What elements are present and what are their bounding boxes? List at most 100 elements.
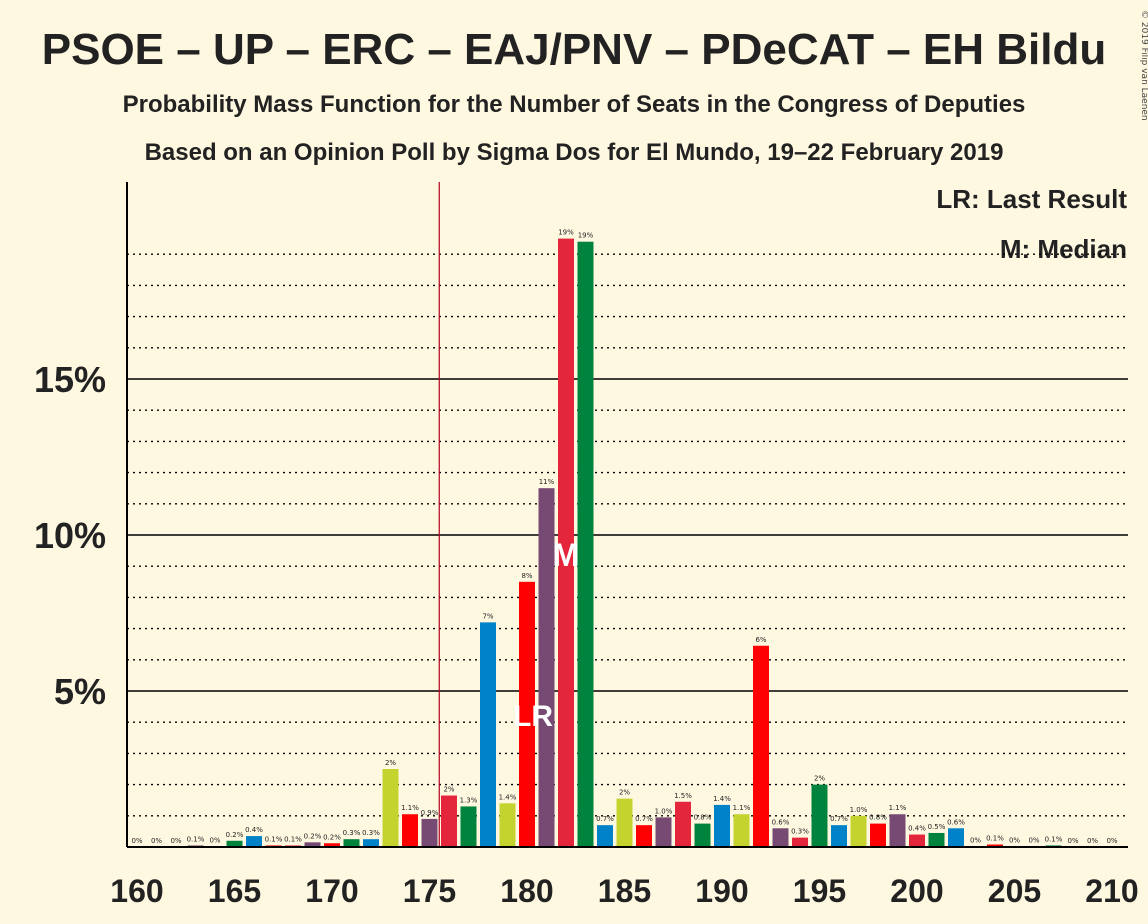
bar-seat-179: [499, 803, 516, 847]
x-tick-label: 200: [890, 873, 943, 909]
bar-value-label: 0%: [170, 837, 181, 845]
bar-value-label: 0%: [1028, 836, 1039, 844]
bar-value-label: 1.1%: [401, 804, 419, 812]
bar-seat-169: [304, 842, 321, 847]
bar-seat-165: [226, 840, 243, 847]
axes-group: [126, 182, 1128, 848]
bar-seat-190: [714, 804, 730, 847]
bar-seat-175: [421, 818, 438, 847]
bar-value-label: 6%: [755, 636, 766, 644]
bar-value-label: 7%: [482, 612, 493, 620]
bar-seat-172: [363, 839, 379, 847]
bar-value-label: 0.2%: [304, 832, 322, 840]
bar-value-label: 1.5%: [674, 792, 692, 800]
bar-seat-199: [889, 814, 906, 847]
x-tick-label: 160: [110, 873, 163, 909]
bar-value-label: 2%: [619, 789, 630, 797]
bar-seat-204: [987, 844, 1003, 847]
legend-median: M: Median: [1000, 234, 1127, 264]
bar-value-label: 0.4%: [908, 825, 926, 833]
bar-value-label: 2%: [443, 786, 454, 794]
bar-seat-182: [558, 238, 574, 848]
y-tick-label: 5%: [54, 671, 106, 712]
bar-value-label: 0.7%: [830, 815, 848, 823]
bar-seat-193: [772, 828, 789, 847]
bar-value-label: 0.3%: [343, 829, 361, 837]
bar-value-label: 1.3%: [460, 796, 478, 804]
bar-seat-192: [753, 645, 769, 847]
bar-value-label: 0.7%: [596, 815, 614, 823]
bar-value-label: 0.8%: [869, 814, 887, 822]
bar-value-label: 0.5%: [928, 823, 946, 831]
bar-value-label: 0.1%: [265, 835, 283, 843]
bars-group: [187, 238, 1062, 848]
bar-labels-group: 0% 0% 0% 0.1% 0%0.2%0.4%0.1% 0.1% 0.2% 0.2%0.3%…: [131, 229, 1117, 845]
chart-title: PSOE – UP – ERC – EAJ/PNV – PDeCAT – EH …: [42, 25, 1106, 74]
legend-last-result: LR: Last Result: [936, 184, 1127, 214]
bar-seat-200: [909, 834, 925, 847]
gridlines: [127, 253, 1128, 817]
bar-seat-174: [402, 814, 418, 847]
bar-seat-198: [870, 823, 886, 847]
bar-seat-173: [382, 769, 399, 847]
x-tick-label: 180: [500, 873, 553, 909]
bar-value-label: 0%: [151, 837, 162, 845]
bar-value-label: 0.1%: [986, 835, 1004, 843]
y-tick-label: 15%: [34, 359, 106, 400]
bar-value-label: 0%: [209, 836, 220, 844]
bar-value-label: 0.8%: [694, 814, 712, 822]
x-tick-label: 210: [1085, 873, 1138, 909]
bar-seat-201: [928, 832, 945, 847]
y-tick-labels: 5% 10% 15%: [34, 359, 106, 712]
chart-subtitle-2: Based on an Opinion Poll by Sigma Dos fo…: [145, 139, 1004, 166]
bar-value-label: 0.7%: [635, 815, 653, 823]
bar-value-label: 1.4%: [713, 795, 731, 803]
bar-seat-180: [519, 581, 535, 847]
bar-seat-178: [480, 622, 496, 847]
x-tick-label: 190: [695, 873, 748, 909]
bar-seat-177: [460, 806, 477, 847]
bar-seat-166: [246, 836, 262, 847]
bar-seat-189: [694, 823, 711, 847]
bar-value-label: 0%: [131, 837, 142, 845]
bar-seat-194: [792, 837, 808, 847]
bar-seat-183: [577, 241, 594, 848]
bar-value-label: 1.1%: [889, 804, 907, 812]
bar-seat-202: [948, 828, 964, 847]
bar-value-label: 19%: [578, 232, 594, 240]
markers-group: LR M: [438, 182, 580, 847]
bar-seat-197: [850, 815, 867, 847]
bar-value-label: 0.6%: [947, 818, 965, 826]
bar-value-label: 0.1%: [187, 835, 205, 843]
bar-seat-191: [733, 814, 750, 847]
bar-value-label: 19%: [558, 229, 574, 237]
bar-value-label: 0.1%: [1045, 835, 1063, 843]
bar-seat-171: [343, 839, 360, 847]
bar-value-label: 2%: [814, 775, 825, 783]
bar-value-label: 11%: [539, 478, 555, 486]
copyright-note: © 2019 Filip van Laenen: [1139, 10, 1148, 121]
bar-value-label: 0.1%: [284, 835, 302, 843]
bar-seat-186: [636, 825, 652, 847]
bar-value-label: 0.2%: [226, 831, 244, 839]
bar-value-label: 0%: [1087, 837, 1098, 845]
x-tick-label: 205: [988, 873, 1041, 909]
bar-seat-187: [655, 817, 672, 847]
bar-seat-170: [324, 843, 340, 847]
x-tick-label: 165: [208, 873, 261, 909]
bar-value-label: 1.0%: [655, 807, 673, 815]
bar-seat-188: [675, 801, 691, 847]
bar-seat-176: [441, 795, 457, 847]
bar-value-label: 0.2%: [323, 833, 341, 841]
bar-value-label: 0%: [1009, 836, 1020, 844]
bar-seat-184: [597, 825, 613, 847]
bar-value-label: 0%: [1106, 837, 1117, 845]
bar-seat-196: [831, 825, 847, 847]
median-marker: M: [553, 537, 580, 573]
bar-value-label: 0.3%: [791, 828, 809, 836]
bar-value-label: 0.4%: [245, 826, 263, 834]
bar-seat-181: [538, 488, 555, 847]
bar-value-label: 1.0%: [850, 806, 868, 814]
x-tick-label: 170: [305, 873, 358, 909]
